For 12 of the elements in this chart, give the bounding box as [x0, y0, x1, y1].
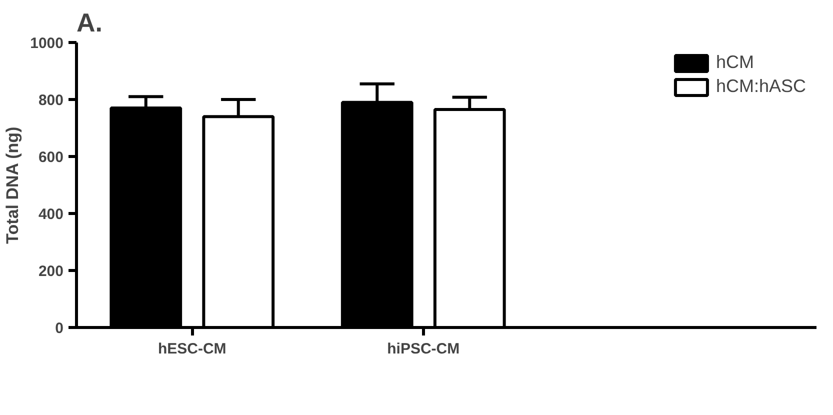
- y-tick-label: 0: [55, 320, 64, 337]
- legend-label: hCM:hASC: [716, 76, 806, 97]
- y-tick-label: 800: [38, 92, 64, 109]
- y-axis-title: Total DNA (ng): [3, 126, 22, 244]
- y-tick-label: 1000: [30, 35, 64, 52]
- y-tick-label: 600: [38, 149, 64, 166]
- x-tick-label: hESC-CM: [158, 340, 226, 358]
- x-tick-label: hiPSC-CM: [387, 340, 460, 358]
- chart-title: A.: [76, 8, 102, 38]
- y-tick-label: 400: [38, 206, 64, 223]
- y-tick-label: 200: [38, 263, 64, 280]
- legend-label: hCM: [716, 52, 754, 73]
